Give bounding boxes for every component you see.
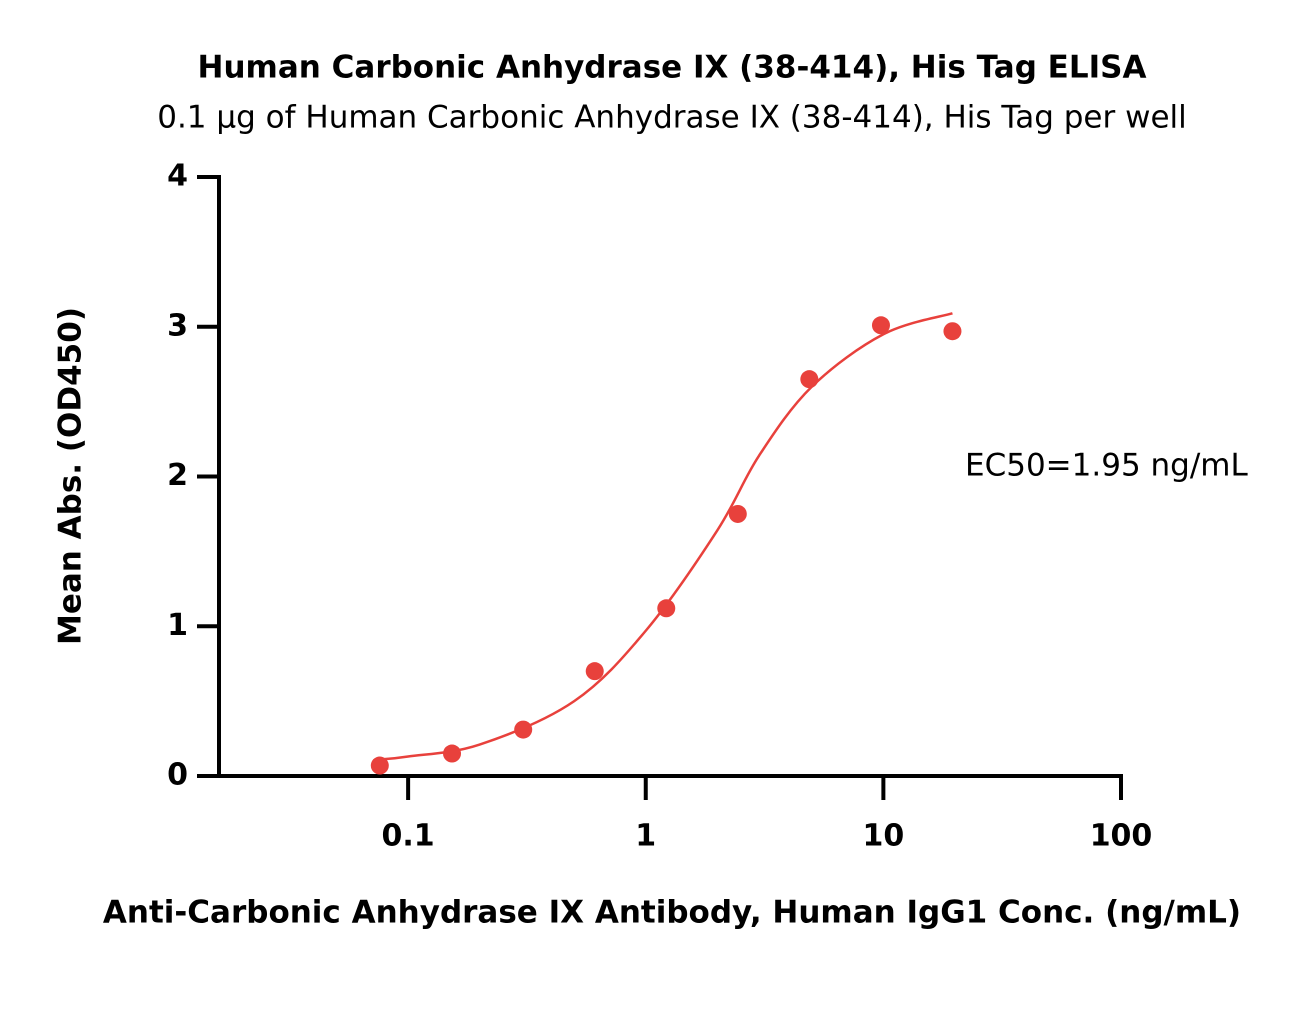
data-point bbox=[728, 504, 747, 523]
y-tick-label: 1 bbox=[167, 608, 188, 643]
data-point bbox=[443, 744, 462, 763]
x-tick-label: 1 bbox=[635, 819, 656, 854]
data-point bbox=[370, 756, 389, 775]
x-tick-label: 0.1 bbox=[382, 819, 435, 854]
fit-curve bbox=[379, 312, 953, 761]
chart-subtitle: 0.1 µg of Human Carbonic Anhydrase IX (3… bbox=[157, 100, 1187, 136]
annotation: EC50=1.95 ng/mL bbox=[965, 448, 1248, 484]
data-point bbox=[800, 370, 819, 389]
data-point bbox=[657, 599, 676, 618]
x-axis-label: Anti-Carbonic Anhydrase IX Antibody, Hum… bbox=[103, 895, 1241, 931]
y-tick-label: 4 bbox=[167, 159, 188, 194]
x-tick-label: 100 bbox=[1090, 819, 1153, 854]
data-point bbox=[514, 720, 533, 739]
y-tick-label: 3 bbox=[167, 308, 188, 343]
y-tick-label: 0 bbox=[167, 758, 188, 793]
x-tick-label: 10 bbox=[862, 819, 904, 854]
chart-title: Human Carbonic Anhydrase IX (38-414), Hi… bbox=[198, 50, 1147, 86]
data-point bbox=[943, 322, 962, 341]
data-point bbox=[585, 662, 604, 681]
y-axis-label: Mean Abs. (OD450) bbox=[53, 307, 89, 645]
data-point bbox=[871, 316, 890, 335]
y-tick-label: 2 bbox=[167, 458, 188, 493]
